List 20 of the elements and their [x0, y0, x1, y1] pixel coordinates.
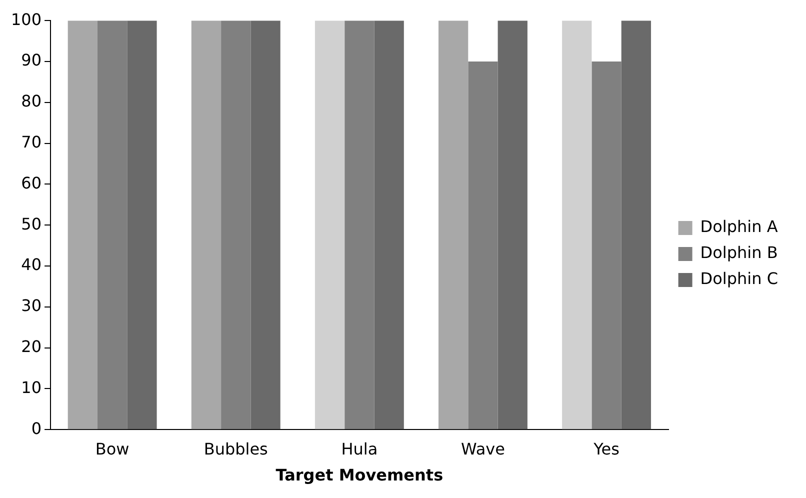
x-tick-label: Hula: [341, 439, 378, 458]
y-tick-label: 50: [21, 214, 42, 234]
y-tick-label: 100: [10, 10, 42, 29]
legend-label: Dolphin C: [700, 269, 778, 288]
legend-label: Dolphin A: [700, 217, 778, 236]
y-tick-label: 80: [21, 92, 42, 111]
y-tick-label: 10: [21, 378, 42, 397]
y-tick-label: 20: [21, 336, 42, 356]
x-tick-label: Bubbles: [204, 439, 268, 458]
y-tick-label: 30: [21, 296, 42, 316]
x-tick-label: Yes: [592, 439, 620, 458]
legend-label: Dolphin B: [700, 243, 778, 262]
x-tick-label: Bow: [95, 439, 130, 458]
y-tick-label: 40: [21, 255, 42, 274]
y-tick-label: 90: [21, 50, 42, 70]
y-tick-label: 0: [31, 418, 42, 438]
x-tick-label: Wave: [461, 439, 505, 458]
y-tick-label: 70: [21, 132, 42, 152]
x-axis-title: Target Movements: [276, 466, 444, 485]
y-tick-label: 60: [21, 173, 42, 192]
